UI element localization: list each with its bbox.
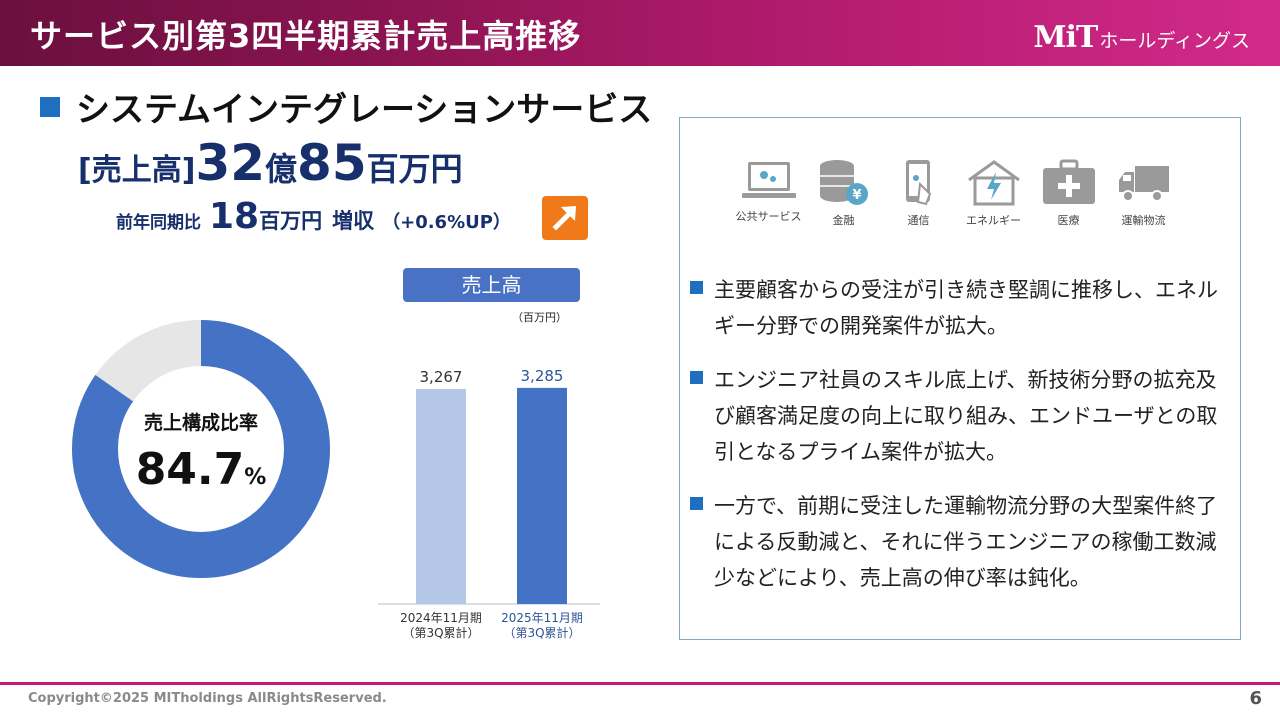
bar-category-label: 2025年11月期 [501,611,583,625]
sales-million-unit: 百万円 [366,150,463,188]
industry-label: 運輸物流 [1121,214,1166,227]
industry-label: エネルギー [966,214,1021,227]
industry-label: 医療 [1057,214,1080,227]
industry-item: 運輸物流 [1106,158,1181,228]
bullet-item: 主要顧客からの受注が引き続き堅調に推移し、エネルギー分野での開発案件が拡大。 [690,272,1235,344]
sales-million-value: 85 [297,134,367,192]
copyright-text: Copyright©2025 MITholdings AllRightsRese… [28,691,387,706]
page-number: 6 [1249,688,1262,709]
smartphone-icon [905,160,931,206]
industry-label: 公共サービス [735,210,802,223]
bar-chart-bar [517,387,567,604]
bar-value-label: 3,267 [420,368,463,386]
page-title: サービス別第3四半期累計売上高推移 [30,17,582,55]
sales-oku-value: 32 [195,134,266,192]
yoy-value: 18 [209,196,260,237]
yoy-unit: 百万円 [259,209,323,233]
industry-item: 公共サービス [731,158,806,228]
composition-unit: % [244,465,267,490]
summary-bullets: 主要顧客からの受注が引き続き堅調に推移し、エネルギー分野での開発案件が拡大。 エ… [690,272,1235,614]
industry-icon-row: 公共サービス ¥ 金融 通信 エネルギー [731,158,1181,228]
square-bullet-icon [690,281,703,294]
yoy-percent: （+0.6%UP） [382,212,511,233]
header-bar: サービス別第3四半期累計売上高推移 MiT ホールディングス [0,0,1280,66]
yoy-label: 前年同期比 [116,213,201,233]
bullet-text: エンジニア社員のスキル底上げ、新技術分野の拡充及び顧客満足度の向上に取り組み、エ… [714,368,1218,464]
composition-donut-chart [72,320,330,578]
section-heading: システムインテグレーションサービス [40,82,652,131]
sales-label: 売上高 [91,153,182,188]
square-bullet-icon [690,371,703,384]
bullet-text: 主要顧客からの受注が引き続き堅調に推移し、エネルギー分野での開発案件が拡大。 [714,278,1218,338]
composition-number: 84.7 [135,444,245,495]
bar-chart-unit: （百万円） [512,311,567,324]
section-title: システムインテグレーションサービス [76,90,653,130]
medical-kit-icon [1042,159,1095,204]
logo-mark: MiT [1033,20,1098,55]
donut-main-segment [72,320,330,578]
sales-bracket-open: [ [78,153,92,188]
house-lightning-icon [967,160,1020,206]
company-logo: MiT ホールディングス [1033,20,1250,55]
bar-category-label: （第3Q累計） [402,625,479,640]
truck-icon [1118,166,1169,202]
bar-chart-title: 売上高 [403,268,580,302]
square-bullet-icon [690,497,703,510]
industry-label: 通信 [907,214,930,227]
composition-value: 84.7% [70,444,332,495]
bullet-item: 一方で、前期に受注した運輸物流分野の大型案件終了による反動減と、それに伴うエンジ… [690,488,1235,596]
bar-value-label: 3,285 [521,367,564,385]
sales-oku-unit: 億 [265,150,298,188]
bar-category-label: 2024年11月期 [400,611,482,625]
sales-bar-chart: 3,2672024年11月期（第3Q累計）3,2852025年11月期（第3Q累… [378,367,600,640]
yoy-comparison: 前年同期比 18 百万円 増収 （+0.6%UP） [116,196,511,237]
laptop-icon [741,162,796,198]
up-right-arrow-icon [542,196,588,240]
sales-headline: [ 売上高 ] 32 億 85 百万円 [78,134,463,192]
yoy-direction: 増収 [332,209,375,233]
industry-label: 金融 [832,214,855,227]
industry-item: 通信 [881,158,956,228]
industry-item: ¥ 金融 [806,158,881,228]
svg-text:¥: ¥ [852,188,861,203]
industry-item: 医療 [1031,158,1106,228]
bullet-text: 一方で、前期に受注した運輸物流分野の大型案件終了による反動減と、それに伴うエンジ… [714,494,1218,590]
coins-icon: ¥ [819,160,868,205]
summary-panel [679,117,1241,640]
composition-label: 売上構成比率 [143,412,258,434]
bullet-item: エンジニア社員のスキル底上げ、新技術分野の拡充及び顧客満足度の向上に取り組み、エ… [690,362,1235,470]
sales-bracket-close: ] [181,153,196,188]
bar-chart-bar [416,389,466,604]
square-bullet-icon [40,96,60,117]
industry-item: エネルギー [956,158,1031,228]
bar-category-label: （第3Q累計） [503,625,580,640]
footer-divider [0,682,1280,685]
logo-text: ホールディングス [1099,30,1250,52]
